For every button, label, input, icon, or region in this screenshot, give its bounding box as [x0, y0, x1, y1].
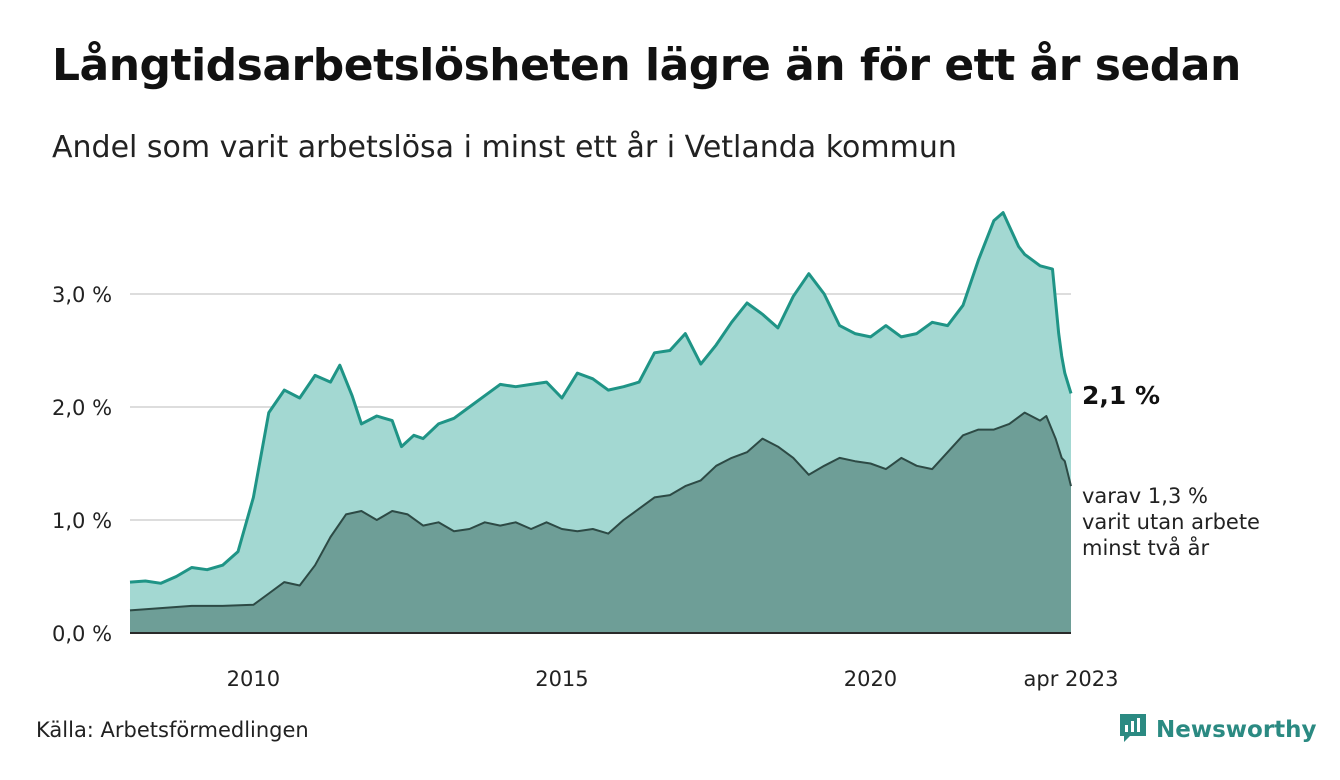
end-label-sub-line: minst två år [1082, 535, 1210, 560]
end-label-sub-line: varav 1,3 % [1082, 484, 1208, 508]
end-label-main: 2,1 % [1082, 381, 1160, 410]
y-tick-label: 0,0 % [52, 622, 112, 646]
source-note: Källa: Arbetsförmedlingen [36, 718, 309, 742]
y-tick-label: 1,0 % [52, 509, 112, 533]
chart-title: Långtidsarbetslösheten lägre än för ett … [52, 40, 1241, 91]
bar-chart-speech-icon [1118, 712, 1148, 748]
x-tick-label: 2020 [844, 667, 897, 691]
chart-subtitle: Andel som varit arbetslösa i minst ett å… [52, 130, 957, 165]
y-tick-label: 2,0 % [52, 396, 112, 420]
line-two-years [129, 411, 1072, 612]
brand-name: Newsworthy [1156, 717, 1317, 743]
line-long-term [129, 211, 1073, 585]
y-tick-label: 3,0 % [52, 283, 112, 307]
chart-areas [129, 211, 1073, 634]
x-tick-label: 2010 [227, 667, 280, 691]
end-label-sub-line: varit utan arbete [1082, 510, 1260, 534]
brand-logo[interactable]: Newsworthy [1118, 712, 1317, 748]
area-two-years [130, 412, 1071, 633]
x-tick-label: apr 2023 [1024, 667, 1119, 691]
x-tick-label: 2015 [535, 667, 588, 691]
y-axis-tick-labels: 0,0 % 1,0 % 2,0 % 3,0 % [52, 283, 112, 646]
x-axis-tick-labels: 2010 2015 2020 apr 2023 [227, 667, 1119, 691]
